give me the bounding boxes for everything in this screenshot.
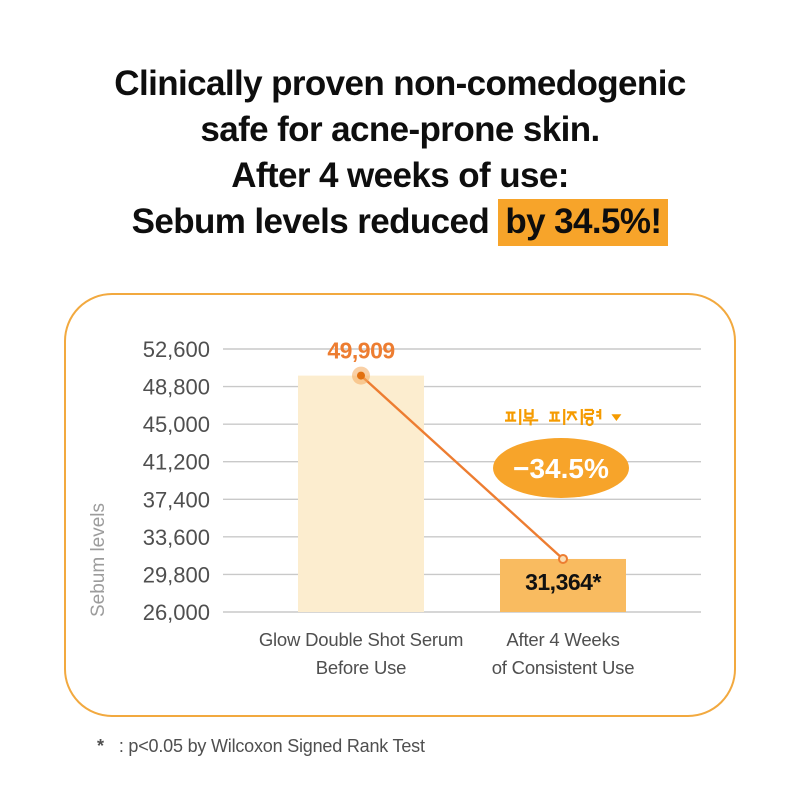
data-point-after (558, 553, 568, 564)
footnote: * : p<0.05 by Wilcoxon Signed Rank Test (97, 736, 425, 757)
data-point-before (357, 371, 365, 380)
y-tick-label: 26,000 (143, 600, 210, 625)
value-label-after: 31,364* (525, 569, 601, 595)
y-tick-label: 41,200 (143, 450, 210, 475)
x-axis-labels: Glow Double Shot Serum Before Use After 4 … (259, 629, 635, 678)
y-tick-label: 37,400 (143, 487, 210, 512)
bar-before-use (298, 375, 424, 612)
headline-line-4: Sebum levels reduced by 34.5%! (0, 199, 800, 246)
headline-line-2: safe for acne-prone skin. (200, 110, 600, 149)
korean-annotation-sebum-decrease (505, 408, 622, 427)
headline-line-1: Clinically proven non-comedogenic (114, 64, 686, 103)
trend-line (360, 374, 564, 560)
y-tick-label: 52,600 (143, 337, 210, 362)
sebum-levels-chart: 52,600 48,800 45,000 41,200 37,400 33,600 29,8… (88, 337, 701, 678)
bar-after-4-weeks (500, 558, 626, 612)
x-category-label: Before Use (316, 657, 407, 678)
badge-ellipse (493, 438, 629, 498)
x-category-label: After 4 Weeks (506, 629, 619, 650)
y-tick-label: 29,800 (143, 562, 210, 587)
headline: Clinically proven non-comedogenic safe f… (0, 61, 800, 246)
value-label-before: 49,909 (327, 338, 394, 364)
gridlines (223, 348, 701, 613)
y-tick-label: 45,000 (143, 412, 210, 437)
footnote-asterisk: * (97, 736, 104, 756)
y-axis-tick-labels: 52,600 48,800 45,000 41,200 37,400 33,600 29,8… (143, 337, 210, 625)
y-axis-title: Sebum levels (88, 503, 109, 617)
x-category-label: Glow Double Shot Serum (259, 629, 463, 650)
footnote-text: : p<0.05 by Wilcoxon Signed Rank Test (118, 736, 425, 756)
trend-line-group (352, 366, 568, 564)
headline-highlight-percent: by 34.5%! (498, 199, 669, 246)
headline-line-4-prefix: Sebum levels reduced (131, 202, 499, 241)
headline-line-3: After 4 weeks of use: (231, 156, 569, 195)
y-tick-label: 33,600 (143, 525, 210, 550)
y-tick-label: 48,800 (143, 375, 210, 400)
x-category-label: of Consistent Use (492, 657, 635, 678)
reduction-badge: −34.5% (493, 438, 629, 498)
badge-text: −34.5% (513, 453, 609, 484)
chart-panel: 52,600 48,800 45,000 41,200 37,400 33,600 29,8… (64, 293, 736, 717)
